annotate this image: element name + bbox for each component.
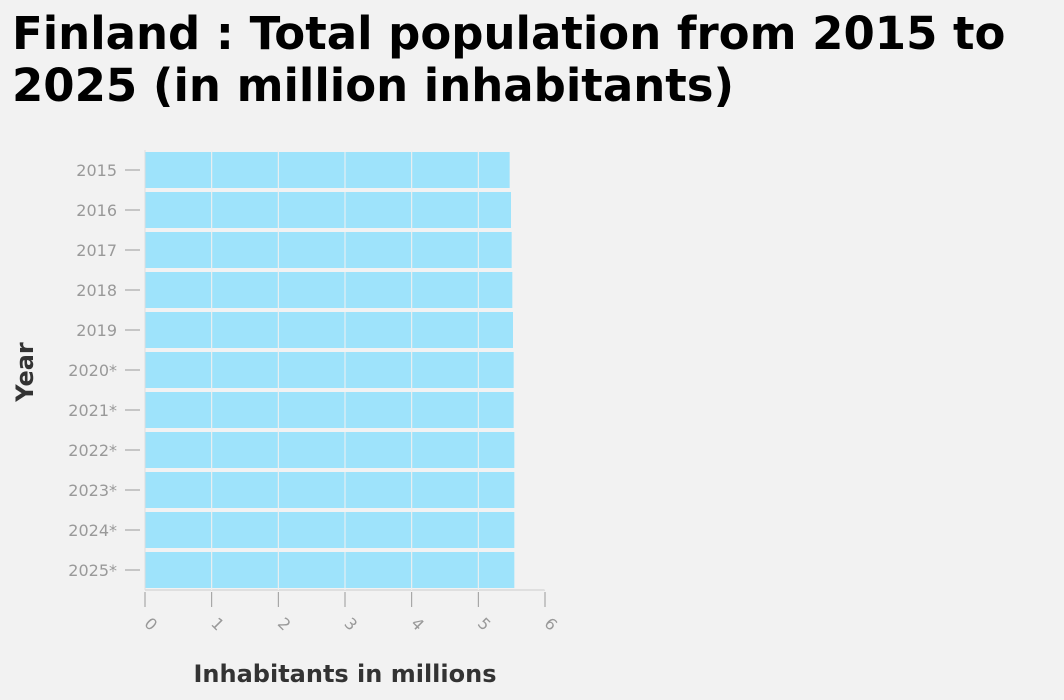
x-tick-label: 2 [274,614,295,635]
bar-2018 [145,272,513,308]
bar-2022 [145,432,515,468]
x-axis: 0 1 2 3 4 5 6 [141,589,562,635]
y-axis: 2015 2016 2017 2018 2019 2020* 2021* 2022* 2023*… [68,161,140,580]
x-axis-title: Inhabitants in millions [193,660,496,688]
bar-2025 [145,552,515,588]
y-tick-label: 2021* [68,401,117,420]
y-tick-label: 2020* [68,361,117,380]
y-tick-label: 2018 [76,281,117,300]
y-tick-label: 2022* [68,441,117,460]
bar-2019 [145,312,513,348]
bar-2023 [145,472,515,508]
y-tick-label: 2025* [68,561,117,580]
y-tick-label: 2023* [68,481,117,500]
x-tick-label: 6 [541,614,562,635]
chart-title: Finland : Total population from 2015 to … [12,7,1006,112]
bar-2015 [145,152,510,188]
grid-lines [144,150,546,590]
bar-2024 [145,512,515,548]
bar-2021 [145,392,514,428]
x-tick-label: 3 [341,614,362,635]
y-tick-label: 2017 [76,241,117,260]
y-tick-label: 2024* [68,521,117,540]
bar-2017 [145,232,512,268]
x-tick-label: 0 [141,614,162,635]
x-tick-label: 4 [407,614,428,635]
x-tick-label: 5 [474,614,495,635]
bar-2016 [145,192,511,228]
bars [145,152,515,588]
y-tick-label: 2019 [76,321,117,340]
y-axis-title: Year [11,342,39,403]
y-tick-label: 2016 [76,201,117,220]
bar-2020 [145,352,514,388]
x-tick-label: 1 [207,614,228,635]
y-tick-label: 2015 [76,161,117,180]
